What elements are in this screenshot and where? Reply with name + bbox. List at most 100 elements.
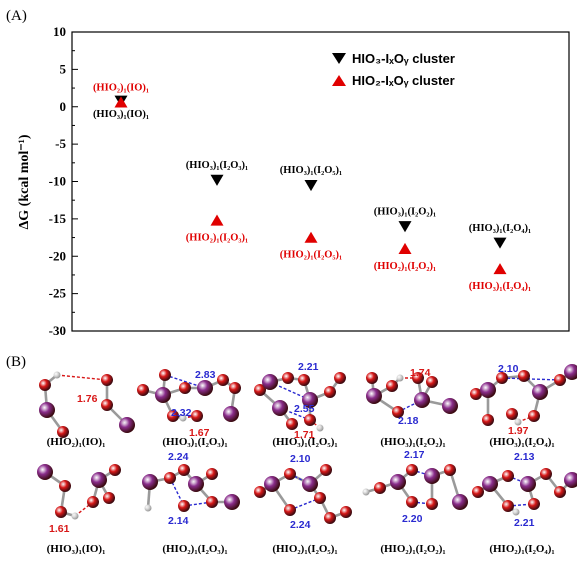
structure-label: (HIO₂)₁(I₂O₄)₁ [489, 543, 554, 555]
oxygen-atom [298, 374, 310, 386]
iodine-atom [155, 387, 171, 403]
structure-label: (HIO₃)₁(I₂O₅)₁ [272, 436, 337, 448]
iodine-atom [39, 402, 55, 418]
oxygen-atom [502, 500, 514, 512]
structure-labels: (HIO₂)₁(IO)₁ (HIO₃)₁(I₂O₃)₁ (HIO₃)₁(I₂O₅)₁… [47, 436, 555, 555]
hio3-point-label-3: (HIO₃)₁(I₂O₅)₁ [280, 165, 342, 176]
oxygen-atom [284, 504, 296, 516]
oxygen-atom [191, 410, 203, 422]
data-points [114, 95, 507, 275]
distance-label: 1.74 [410, 367, 431, 379]
oxygen-atom [496, 372, 508, 384]
distance-label: 2.20 [402, 513, 423, 525]
oxygen-atom [206, 496, 218, 508]
hio2-point-5 [493, 263, 507, 275]
y-axis-label: ΔG (kcal mol⁻¹) [17, 134, 32, 229]
hio2-point-label-1: (HIO₂)₁(IO)₁ [93, 82, 149, 93]
oxygen-atom [412, 372, 424, 384]
hio2-point-4 [398, 242, 412, 254]
hydrogen-atom [362, 488, 370, 496]
distance-label: 2.21 [298, 361, 319, 373]
oxygen-atom [386, 380, 398, 392]
oxygen-atom [254, 384, 266, 396]
iodine-atom [302, 476, 318, 492]
distance-label: 1.76 [77, 393, 98, 405]
oxygen-atom [101, 399, 113, 411]
molecule-1-4: 1.74 2.18 [366, 367, 458, 427]
oxygen-atom [304, 414, 316, 426]
y-axis-ticks: 10 5 0 -5 -10 -15 -20 -25 -30 [49, 24, 78, 338]
oxygen-atom [374, 482, 386, 494]
oxygen-atom [164, 472, 176, 484]
iodine-atom [302, 392, 318, 408]
distance-label: 2.83 [195, 369, 216, 381]
oxygen-atom [320, 464, 332, 476]
hydrogen-atom [396, 374, 404, 382]
hydrogen-atom [514, 418, 522, 426]
oxygen-atom [137, 384, 149, 396]
hio2-point-label-5: (HIO₃)₁(I₂O₄)₁ [469, 281, 531, 292]
distance-label: 2.18 [398, 415, 419, 427]
distance-label: 1.67 [189, 427, 210, 439]
hio2-point-label-4: (HIO₂)₁(I₂O₂)₁ [374, 261, 436, 272]
iodine-atom [188, 476, 204, 492]
legend-marker-hio2 [332, 75, 346, 86]
y-tick-label: -30 [49, 323, 66, 338]
hio2-point-label-2: (HIO₂)₁(I₂O₃)₁ [186, 232, 248, 243]
structure-label: (HIO₃)₁(I₂O₄)₁ [489, 436, 554, 448]
distance-label: 2.21 [514, 517, 535, 529]
hio3-point-label-2: (HIO₃)₁(I₂O₃)₁ [186, 160, 248, 171]
legend-marker-hio3 [332, 53, 346, 64]
molecule-1-2: 2.83 2.32 1.67 [137, 369, 241, 439]
oxygen-atom [482, 414, 494, 426]
oxygen-atom [39, 379, 51, 391]
hydrogen-atom [71, 512, 79, 520]
iodine-atom [452, 494, 468, 510]
molecular-structures: 1.76 2.83 2.32 1.67 2.21 2.55 1.71 1.74 2.18 2.10… [37, 361, 577, 535]
oxygen-atom [103, 492, 115, 504]
legend-label-hio3: HIO₃-IₓOᵧ cluster [352, 51, 455, 66]
oxygen-atom [392, 406, 404, 418]
iodine-atom [366, 388, 382, 404]
oxygen-atom [540, 468, 552, 480]
iodine-atom [37, 464, 53, 480]
halogen-bond [289, 473, 311, 485]
oxygen-atom [217, 374, 229, 386]
iodine-atom [262, 374, 278, 390]
panel-b-label: (B) [6, 354, 26, 370]
oxygen-atom [254, 486, 266, 498]
distance-label: 1.97 [508, 425, 529, 437]
structure-label: (HIO₂)₁(IO)₁ [47, 436, 106, 448]
iodine-atom [142, 474, 158, 490]
oxygen-atom [406, 464, 418, 476]
iodine-atom [264, 476, 280, 492]
oxygen-atom [179, 382, 191, 394]
hydrogen-bond [74, 501, 94, 517]
hio3-point-4 [398, 221, 412, 233]
hydrogen-atom [512, 508, 520, 516]
distance-label: 2.13 [514, 451, 535, 463]
iodine-atom [91, 472, 107, 488]
structure-label: (HIO₃)₁(IO)₁ [47, 543, 106, 555]
molecule-2-5: 2.13 2.21 [472, 451, 577, 529]
iodine-atom [482, 476, 498, 492]
hio3-point-3 [304, 180, 318, 192]
y-tick-label: -15 [49, 211, 67, 226]
distance-label: 2.10 [498, 363, 519, 375]
distance-label: 2.55 [294, 403, 315, 415]
oxygen-atom [340, 506, 352, 518]
y-tick-label: -10 [49, 174, 66, 189]
oxygen-atom [554, 374, 566, 386]
oxygen-atom [229, 382, 241, 394]
hio3-point-label-5: (HIO₃)₁(I₂O₄)₁ [469, 223, 531, 234]
hio3-point-5 [493, 237, 507, 249]
hio3-point-label-1: (HIO₃)₁(IO)₁ [93, 109, 149, 120]
oxygen-atom [59, 480, 71, 492]
distance-label: 2.24 [290, 519, 311, 531]
distance-label: 2.17 [404, 449, 425, 461]
hio2-point-1 [114, 96, 128, 108]
oxygen-atom [57, 426, 69, 438]
oxygen-atom [178, 500, 190, 512]
oxygen-atom [472, 486, 484, 498]
point-labels: (HIO₃)₁(IO)₁ (HIO₃)₁(I₂O₃)₁ (HIO₃)₁(I₂O₅)₁… [93, 82, 531, 292]
